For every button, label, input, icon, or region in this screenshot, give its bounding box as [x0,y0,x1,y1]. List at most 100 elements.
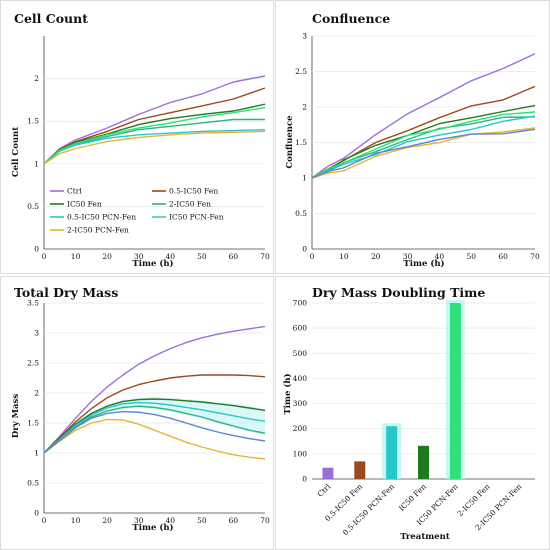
y-tick-label: 2 [34,389,39,398]
y-tick-label: 2.5 [27,359,39,368]
y-tick-label: 700 [293,299,308,308]
series-line-0-5-ic50-pcn-fen [43,401,266,454]
series-line-2-ic50-pcn-fen [43,130,266,165]
y-tick-label: 500 [293,349,308,358]
y-tick-label: 0 [302,245,307,254]
x-category-label-ic50-fen: IC50 Fen [397,482,428,513]
y-tick-label: 0 [302,475,307,484]
y-tick-label: 1 [34,159,39,168]
legend-label-2-ic50-pcn-fen: 2-IC50 PCN-Fen [67,226,129,235]
x-tick-label: 0 [310,252,315,261]
y-tick-label: 2 [302,103,307,112]
y-tick-label: 1.5 [27,419,39,428]
x-category-label-ctrl: Ctrl [316,482,333,499]
panel-frame-dry-mass-doubling-time [275,276,550,550]
x-tick-label: 40 [435,252,445,261]
y-tick-label: 0 [34,509,39,518]
y-tick-label: 0.5 [27,479,39,488]
x-axis-label: Time (h) [132,258,173,269]
series-line-2-ic50-fen [311,116,536,179]
series-line-unlabeled-7 [311,128,536,179]
series-line-ctrl [43,75,266,165]
x-tick-label: 60 [498,252,508,261]
series-line-2-ic50-pcn-fen [43,418,266,460]
y-tick-label: 3 [302,32,307,41]
y-tick-label: 300 [293,399,308,408]
x-tick-label: 0 [42,252,47,261]
x-axis-label: Time (h) [403,258,444,269]
series-line-2-ic50-pcn-fen [311,127,536,179]
chart-cell-count: Cell Count Time (h) Cell Count 0 10 20 30 40… [11,11,270,269]
series-line-0-5-ic50-fen [43,87,266,165]
legend-label-ic50-fen: IC50 Fen [67,200,102,209]
y-tick-label: 0 [34,245,39,254]
y-tick-label: 1.5 [295,138,307,147]
bar-0-5-ic50-pcn-fen [386,426,398,479]
chart-title: Total Dry Mass [14,285,118,300]
series-line-ctrl [311,53,536,179]
x-tick-label: 40 [166,252,176,261]
bar-ctrl [322,467,334,479]
legend-label-0-5-ic50-pcn-fen: 0.5-IC50 PCN-Fen [67,213,136,222]
x-tick-label: 10 [71,516,81,525]
x-tick-label: 0 [42,516,47,525]
y-tick-label: 400 [293,374,308,383]
series-line-ic50-pcn-fen [43,106,266,165]
legend-label-ctrl: Ctrl [67,187,82,196]
x-tick-label: 70 [260,252,270,261]
y-tick-label: 1 [302,174,307,183]
legend-label-2-ic50-fen: 2-IC50 Fen [169,200,211,209]
y-axis-label: Dry Mass [11,394,21,438]
x-tick-label: 30 [134,516,144,525]
x-tick-label: 20 [371,252,381,261]
y-tick-label: 1 [34,449,39,458]
series-line-ic50-pcn-fen [311,111,536,179]
x-tick-label: 60 [229,516,239,525]
series-line-unlabeled-6 [43,410,266,454]
series-line-0-5-ic50-pcn-fen [43,129,266,165]
x-tick-label: 10 [339,252,349,261]
series-line-0-5-ic50-pcn-fen [311,115,536,179]
series-line-ic50-fen [43,398,266,454]
x-tick-label: 50 [197,252,207,261]
series-line-2-ic50-fen [43,405,266,454]
y-tick-label: 100 [293,449,308,458]
bar-ic50-pcn-fen [449,303,461,479]
x-tick-label: 20 [102,252,112,261]
series-line-ctrl [43,325,266,454]
y-tick-label: 2.5 [295,67,307,76]
legend-label-0-5-ic50-fen: 0.5-IC50 Fen [169,187,218,196]
x-tick-label: 70 [260,516,270,525]
y-axis-label: Confluence [285,115,295,169]
bar-ic50-fen [418,445,429,479]
series-line-0-5-ic50-fen [43,374,266,454]
x-tick-label: 50 [467,252,477,261]
y-tick-label: 2 [34,74,39,83]
panel-frame-confluence [275,0,550,274]
x-tick-label: 40 [166,516,176,525]
x-axis-label: Time (h) [132,522,173,533]
bar-0-5-ic50-fen [354,461,366,479]
y-tick-label: 0.5 [27,202,39,211]
y-axis-label: Cell Count [11,127,21,177]
x-tick-label: 10 [71,252,81,261]
chart-total-dry-mass: Total Dry Mass Time (h) Dry Mass 0 10 20 30… [11,285,270,533]
x-tick-label: 70 [530,252,540,261]
y-tick-label: 0.5 [295,209,307,218]
y-tick-label: 200 [293,424,308,433]
chart-title: Dry Mass Doubling Time [312,285,485,300]
chart-title: Cell Count [14,11,88,26]
legend-label-ic50-pcn-fen: IC50 PCN-Fen [169,213,224,222]
panel-frame-cell-count [0,0,274,274]
y-axis-label: Time (h) [282,373,293,414]
y-tick-label: 600 [293,324,308,333]
chart-title: Confluence [312,11,390,26]
x-tick-label: 30 [134,252,144,261]
legend: Ctrl 0.5-IC50 Fen IC50 Fen 2-IC50 Fen 0.5-IC… [50,187,224,235]
x-tick-label: 60 [229,252,239,261]
y-tick-label: 3.5 [27,299,39,308]
x-tick-label: 20 [102,516,112,525]
x-axis-label: Treatment [400,532,450,542]
x-tick-label: 50 [197,516,207,525]
